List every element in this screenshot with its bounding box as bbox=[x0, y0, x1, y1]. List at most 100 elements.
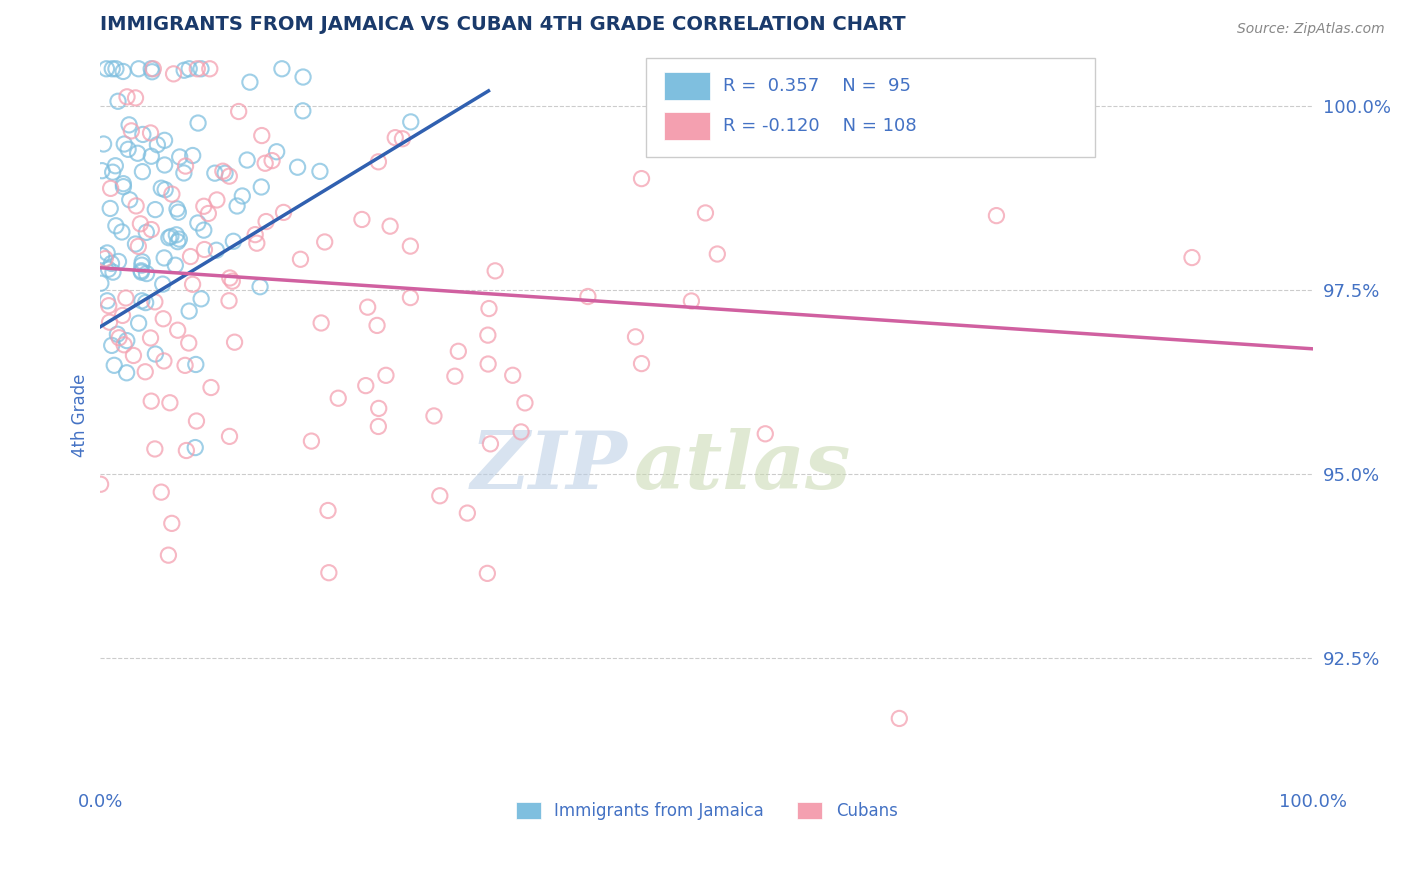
Text: R = -0.120    N = 108: R = -0.120 N = 108 bbox=[723, 117, 917, 136]
Point bbox=[218, 271, 240, 285]
Point bbox=[177, 336, 200, 351]
Point bbox=[124, 237, 146, 252]
Point bbox=[96, 62, 118, 76]
Point bbox=[262, 153, 284, 168]
Point bbox=[157, 231, 180, 245]
Legend: Immigrants from Jamaica, Cubans: Immigrants from Jamaica, Cubans bbox=[509, 796, 904, 827]
Point bbox=[249, 279, 271, 293]
Point bbox=[328, 391, 350, 405]
Point bbox=[153, 183, 176, 197]
Point bbox=[107, 254, 129, 268]
Point bbox=[477, 566, 499, 581]
Point bbox=[152, 311, 174, 326]
Point bbox=[139, 126, 162, 140]
Point bbox=[375, 368, 398, 383]
Point bbox=[127, 239, 149, 253]
Point bbox=[101, 165, 124, 179]
Text: atlas: atlas bbox=[634, 428, 852, 506]
Point bbox=[146, 137, 169, 152]
Point bbox=[314, 235, 336, 249]
Point bbox=[104, 62, 127, 76]
Point bbox=[153, 158, 176, 172]
Point bbox=[112, 136, 135, 151]
Point bbox=[162, 67, 184, 81]
Point bbox=[384, 130, 406, 145]
Point bbox=[118, 193, 141, 207]
Point bbox=[112, 64, 135, 78]
Point bbox=[444, 369, 467, 384]
Point bbox=[165, 258, 187, 272]
Point bbox=[800, 77, 823, 91]
Point bbox=[143, 294, 166, 309]
Point bbox=[125, 199, 148, 213]
Point bbox=[243, 227, 266, 242]
Point bbox=[101, 265, 124, 279]
Point bbox=[354, 378, 377, 392]
Point bbox=[224, 335, 246, 350]
Point bbox=[100, 338, 122, 352]
Y-axis label: 4th Grade: 4th Grade bbox=[72, 374, 89, 457]
Point bbox=[179, 304, 201, 318]
Point bbox=[128, 316, 150, 330]
Point bbox=[1181, 251, 1204, 265]
Point bbox=[141, 62, 163, 76]
Point bbox=[101, 62, 124, 76]
Point bbox=[179, 62, 201, 76]
Point bbox=[135, 267, 157, 281]
Point bbox=[131, 164, 153, 178]
Point bbox=[889, 711, 911, 725]
Point bbox=[391, 132, 413, 146]
Point bbox=[630, 171, 652, 186]
Point bbox=[367, 154, 389, 169]
Point bbox=[681, 293, 703, 308]
Point bbox=[456, 506, 478, 520]
Point bbox=[193, 243, 215, 257]
Point bbox=[180, 250, 202, 264]
Text: R =  0.357    N =  95: R = 0.357 N = 95 bbox=[723, 78, 911, 95]
Point bbox=[131, 258, 153, 272]
Point bbox=[291, 103, 314, 118]
Point bbox=[90, 249, 112, 263]
Point bbox=[104, 159, 127, 173]
Point bbox=[184, 441, 207, 455]
Point bbox=[115, 334, 138, 348]
Point bbox=[186, 62, 208, 76]
Point bbox=[174, 359, 197, 373]
Point bbox=[287, 160, 309, 174]
Point bbox=[150, 485, 173, 500]
Point bbox=[112, 177, 135, 191]
Point bbox=[706, 247, 728, 261]
Point bbox=[630, 357, 652, 371]
Point bbox=[103, 359, 125, 373]
Point bbox=[190, 292, 212, 306]
Point bbox=[246, 236, 269, 251]
Point bbox=[169, 232, 191, 246]
Text: IMMIGRANTS FROM JAMAICA VS CUBAN 4TH GRADE CORRELATION CHART: IMMIGRANTS FROM JAMAICA VS CUBAN 4TH GRA… bbox=[100, 15, 905, 34]
Point bbox=[131, 265, 153, 279]
Point bbox=[104, 219, 127, 233]
Point bbox=[478, 301, 501, 316]
Point bbox=[378, 219, 401, 234]
Point bbox=[120, 124, 142, 138]
Bar bbox=[665, 112, 710, 140]
Point bbox=[145, 347, 167, 361]
Point bbox=[129, 264, 152, 278]
Point bbox=[174, 159, 197, 173]
Point bbox=[94, 252, 117, 266]
Point bbox=[309, 164, 332, 178]
Point bbox=[166, 235, 188, 249]
Point bbox=[399, 115, 422, 129]
Point bbox=[143, 202, 166, 217]
FancyBboxPatch shape bbox=[647, 58, 1095, 157]
Point bbox=[131, 255, 153, 269]
Point bbox=[624, 330, 647, 344]
Point bbox=[299, 434, 322, 449]
Point bbox=[157, 548, 180, 562]
Point bbox=[205, 193, 228, 207]
Point bbox=[128, 62, 150, 76]
Point bbox=[96, 293, 118, 308]
Point bbox=[218, 293, 240, 308]
Point bbox=[96, 246, 118, 260]
Point bbox=[118, 118, 141, 132]
Point bbox=[105, 327, 128, 342]
